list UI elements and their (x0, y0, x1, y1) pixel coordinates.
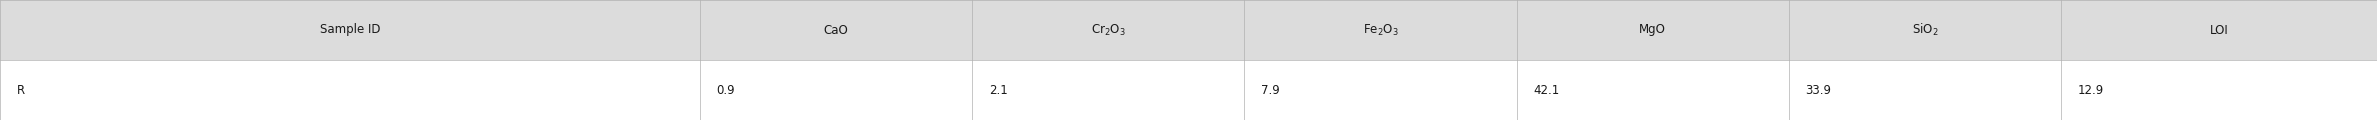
Text: SiO$_2$: SiO$_2$ (1911, 22, 1937, 38)
Text: CaO: CaO (825, 24, 849, 36)
Text: LOI: LOI (2211, 24, 2227, 36)
Text: R: R (17, 84, 24, 96)
Bar (0, 0, 2377, 60)
Text: 42.1: 42.1 (1533, 84, 1559, 96)
Text: 0.9: 0.9 (718, 84, 734, 96)
Text: MgO: MgO (1640, 24, 1666, 36)
Text: 2.1: 2.1 (989, 84, 1008, 96)
Text: Sample ID: Sample ID (321, 24, 380, 36)
Text: 7.9: 7.9 (1260, 84, 1279, 96)
Text: Cr$_2$O$_3$: Cr$_2$O$_3$ (1091, 22, 1127, 38)
Text: Fe$_2$O$_3$: Fe$_2$O$_3$ (1362, 22, 1398, 38)
Text: 12.9: 12.9 (2077, 84, 2104, 96)
Text: 33.9: 33.9 (1807, 84, 1830, 96)
Bar (0, 60, 2377, 120)
